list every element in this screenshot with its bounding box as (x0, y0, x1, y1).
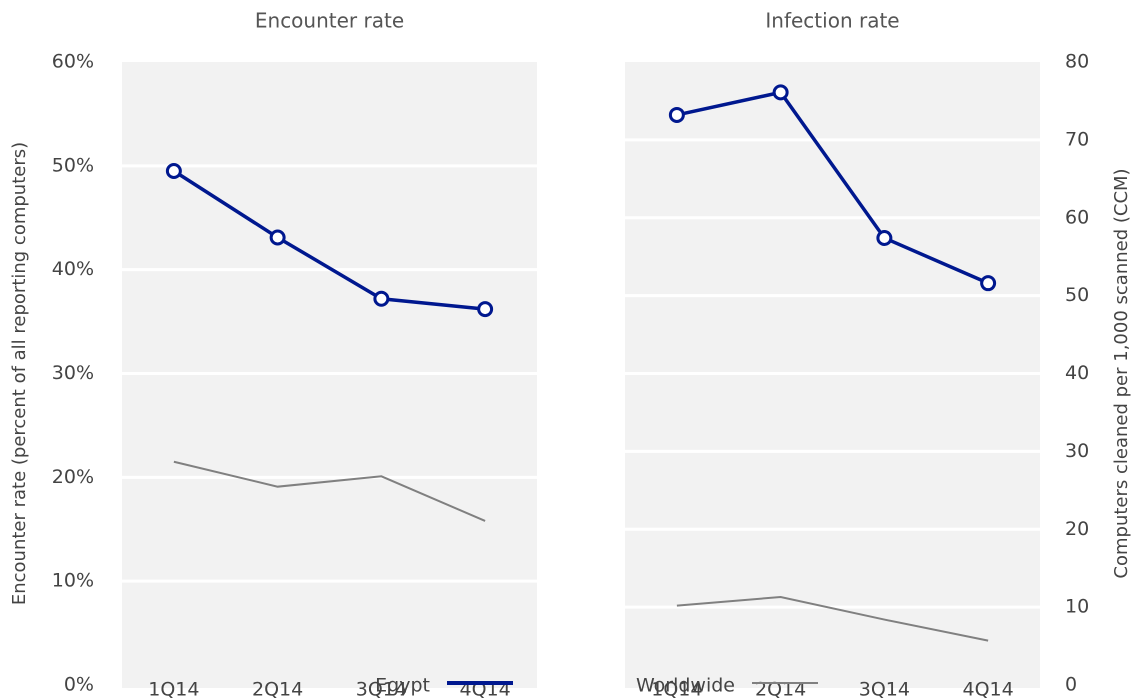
point (269, 229, 286, 246)
y-tick-label: 40% (52, 258, 94, 280)
point (373, 290, 390, 307)
y-tick-label: 50% (52, 154, 94, 176)
x-tick-label: 3Q14 (356, 679, 407, 700)
y-tick-label: 30 (1065, 440, 1089, 462)
legend-label: Egypt (375, 675, 430, 697)
series-line (676, 595, 989, 642)
point (165, 163, 182, 180)
y-tick-label: 0 (1065, 674, 1077, 696)
x-tick-label: 4Q14 (963, 679, 1014, 700)
point (668, 106, 685, 123)
series-line (676, 90, 989, 285)
y-axis-title: Encounter rate (percent of all reporting… (9, 142, 30, 605)
x-tick-label: 2Q14 (252, 679, 303, 700)
x-tick-label: 3Q14 (859, 679, 910, 700)
y-tick-label: 30% (52, 362, 94, 384)
chart-title: Infection rate (765, 9, 899, 33)
y-tick-label: 70 (1065, 128, 1089, 150)
series-line (173, 460, 486, 522)
y-tick-label: 10% (52, 570, 94, 592)
y-tick-label: 0% (64, 674, 94, 696)
point (772, 84, 789, 101)
y-tick-label: 60% (52, 51, 94, 73)
point (980, 275, 997, 292)
x-tick-label: 1Q14 (148, 679, 199, 700)
x-tick-label: 2Q14 (755, 679, 806, 700)
x-tick-label: 1Q14 (651, 679, 702, 700)
point (477, 301, 494, 318)
series-line (172, 169, 486, 311)
y-tick-label: 80 (1065, 51, 1089, 73)
y-tick-label: 20% (52, 466, 94, 488)
y-tick-label: 50 (1065, 284, 1089, 306)
point (876, 229, 893, 246)
y-axis-title: Computers cleaned per 1,000 scanned (CCM… (1111, 168, 1132, 578)
y-tick-label: 20 (1065, 518, 1089, 540)
y-tick-label: 40 (1065, 362, 1089, 384)
y-tick-label: 10 (1065, 596, 1089, 618)
chart-title: Encounter rate (255, 9, 404, 33)
y-tick-label: 60 (1065, 206, 1089, 228)
legend-label: Worldwide (636, 675, 735, 697)
